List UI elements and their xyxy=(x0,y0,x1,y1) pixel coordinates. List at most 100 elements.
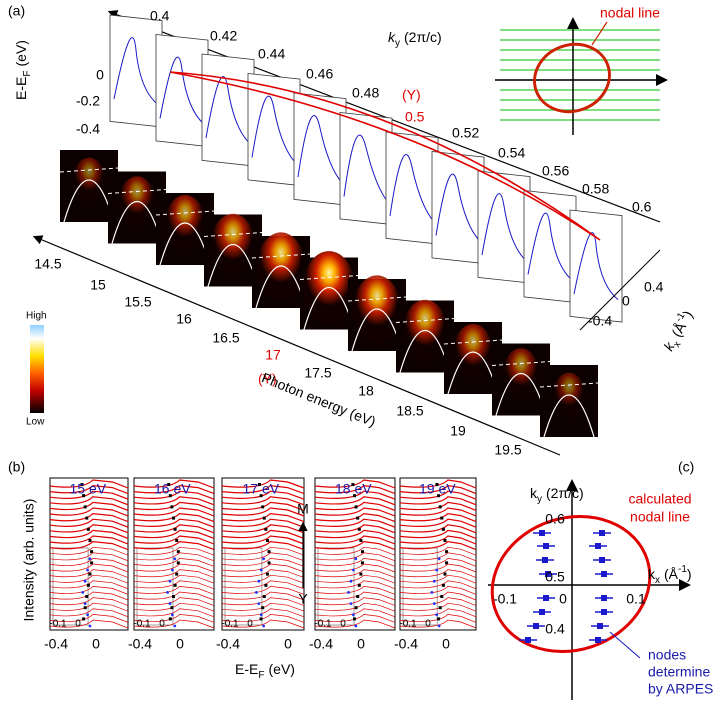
c-x-tick-label: 0.1 xyxy=(626,591,646,607)
c-y-tick-label: 0.6 xyxy=(545,511,565,527)
nodes-label: nodes xyxy=(648,647,686,663)
node-point xyxy=(601,571,607,577)
peak-marker xyxy=(87,528,90,531)
energy-tick-label: 0 xyxy=(96,67,104,83)
drawing-layer: (a)0.40.420.440.460.480.50.520.540.560.5… xyxy=(8,3,713,700)
x-tick-label: -0.4 xyxy=(128,636,152,652)
peak-marker xyxy=(355,606,358,609)
node-marker xyxy=(173,625,176,628)
c-x-tick-label: 0 xyxy=(559,591,567,607)
cut-frame xyxy=(110,15,162,127)
node-marker xyxy=(166,591,169,594)
ky-tick-label: 0.44 xyxy=(258,46,285,62)
node-marker xyxy=(84,580,87,583)
kx-tick-label: 0 xyxy=(622,293,630,309)
node-marker xyxy=(438,557,441,560)
peak-marker xyxy=(175,539,178,542)
inset-pointer xyxy=(592,22,607,45)
nodes-label: determine xyxy=(648,664,710,680)
peak-marker xyxy=(443,539,446,542)
calc-label: calculated xyxy=(628,491,691,507)
ky-tick-label: 0.42 xyxy=(210,28,237,44)
node-marker xyxy=(260,613,263,616)
peak-marker xyxy=(172,595,175,598)
inset-label: nodal line xyxy=(600,5,660,21)
node-point xyxy=(543,595,549,601)
inset-tick-label: 0 xyxy=(425,619,431,630)
node-point xyxy=(539,530,545,536)
node-marker xyxy=(435,613,438,616)
node-marker xyxy=(354,557,357,560)
node-marker xyxy=(260,569,263,572)
y-title: Intensity (arb. units) xyxy=(21,499,37,622)
colorbar-low: Low xyxy=(26,417,45,428)
c-kx-title-part: x xyxy=(655,575,660,586)
node-point xyxy=(543,543,549,549)
node-marker xyxy=(433,580,436,583)
panel-label: (b) xyxy=(8,459,25,475)
node-marker xyxy=(347,591,350,594)
node-marker xyxy=(169,580,172,583)
peak-marker xyxy=(356,517,359,520)
peak-marker xyxy=(175,573,178,576)
spectra-title: 16 eV xyxy=(154,481,191,497)
c-kx-title-part: ) xyxy=(687,566,692,582)
node-marker xyxy=(257,580,260,583)
kx-title: kx(Å-1) xyxy=(659,307,700,356)
cut-frame xyxy=(524,191,576,303)
node-point xyxy=(525,637,531,643)
peak-marker xyxy=(260,617,263,620)
spectra-title: 17 eV xyxy=(243,481,280,497)
x-tick-label: 0 xyxy=(357,636,365,652)
cut-frame xyxy=(570,210,622,322)
photon-tick-label: 19.5 xyxy=(494,442,521,458)
ky-tick-label: 0.4 xyxy=(150,8,170,24)
x-tick-label: 0 xyxy=(284,636,292,652)
arrow-top: M xyxy=(297,501,309,517)
node-marker xyxy=(352,569,355,572)
x-title: E-EF(eV) xyxy=(235,661,295,681)
peak-marker xyxy=(84,606,87,609)
kx-tick-label: -0.4 xyxy=(588,313,612,329)
ky-title: ky(2π/c) xyxy=(388,29,442,49)
node-point xyxy=(597,623,603,629)
peak-marker xyxy=(174,584,177,587)
ky-marker: (Y) xyxy=(402,87,421,103)
node-marker xyxy=(433,602,436,605)
peak-marker xyxy=(89,573,92,576)
ky-title-part: (2π/c) xyxy=(404,29,442,45)
node-marker xyxy=(81,591,84,594)
peak-marker xyxy=(440,517,443,520)
peak-marker xyxy=(355,505,358,508)
node-marker xyxy=(352,613,355,616)
inset-nodal-line xyxy=(525,34,619,122)
cut-frame xyxy=(202,54,254,166)
ky-tick-label: 0.6 xyxy=(632,199,652,215)
node-marker xyxy=(89,625,92,628)
photon-tick-label: 17 xyxy=(265,347,281,363)
c-y-tick-label: 0.5 xyxy=(545,569,565,585)
c-y-tick-label: 0.4 xyxy=(545,621,565,637)
peak-marker xyxy=(170,606,173,609)
photon-tick-label: 15 xyxy=(90,277,106,293)
peak-marker xyxy=(359,573,362,576)
photon-tick-label: 19 xyxy=(450,423,466,439)
node-marker xyxy=(350,580,353,583)
x-tick-label: 0 xyxy=(176,636,184,652)
node-marker xyxy=(169,602,172,605)
c-ky-title-part: y xyxy=(537,494,542,505)
inset-tick-label: -0.1 xyxy=(314,619,332,630)
x-tick-label: -0.4 xyxy=(216,636,240,652)
ky-title-part: y xyxy=(395,38,400,49)
peak-marker xyxy=(261,606,264,609)
inset-tick-label: -0.1 xyxy=(221,619,239,630)
spectra-title: 19 eV xyxy=(419,481,456,497)
c-ky-title: ky(2π/c) xyxy=(530,485,584,505)
node-point xyxy=(595,637,601,643)
energy-title-part: F xyxy=(22,71,33,77)
c-kx-title-part: (Å xyxy=(664,566,679,582)
node-point xyxy=(599,557,605,563)
peak-marker xyxy=(82,617,85,620)
node-marker xyxy=(438,625,441,628)
node-marker xyxy=(171,613,174,616)
